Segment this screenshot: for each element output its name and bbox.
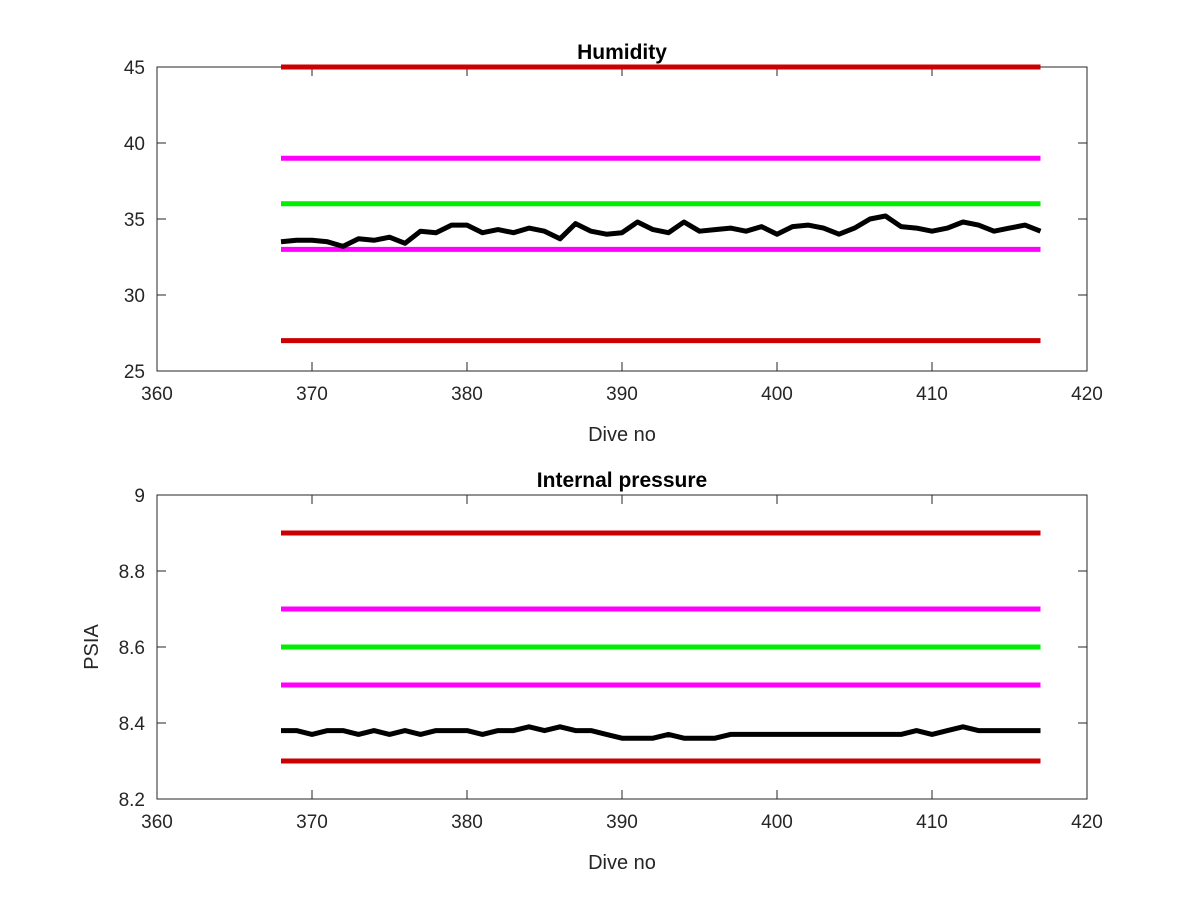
x-tick-label: 380 bbox=[451, 812, 483, 833]
y-tick-label: 40 bbox=[124, 134, 145, 155]
y-tick-label: 8.2 bbox=[119, 790, 145, 811]
y-tick-label: 8.8 bbox=[119, 562, 145, 583]
x-tick-label: 360 bbox=[141, 812, 173, 833]
x-tick-label: 400 bbox=[761, 812, 793, 833]
chart-panel-1: 360 370 380 390 400 410 420 8.2 8.4 8.6 8.8 9 Intern… bbox=[81, 469, 1103, 874]
chart-panel-0: 360 370 380 390 400 410 420 25 30 35 40 45 Humidity D… bbox=[124, 41, 1103, 446]
y-tick-label: 8.6 bbox=[119, 638, 145, 659]
x-tick-label: 390 bbox=[606, 812, 638, 833]
y-tick-label: 25 bbox=[124, 362, 145, 383]
y-axis-label: PSIA bbox=[81, 624, 103, 670]
x-tick-label: 390 bbox=[606, 384, 638, 405]
y-tick-label: 8.4 bbox=[119, 714, 146, 735]
x-tick-label: 400 bbox=[761, 384, 793, 405]
x-tick-label: 420 bbox=[1071, 812, 1103, 833]
y-tick-label: 35 bbox=[124, 210, 145, 231]
plot-area bbox=[156, 66, 1088, 372]
x-tick-label: 410 bbox=[916, 384, 948, 405]
x-tick-label: 370 bbox=[296, 384, 328, 405]
series-line-5 bbox=[280, 213, 1042, 249]
x-tick-label: 420 bbox=[1071, 384, 1103, 405]
y-tick-label: 30 bbox=[124, 286, 145, 307]
y-tick-label: 9 bbox=[134, 486, 145, 507]
x-tick-label: 410 bbox=[916, 812, 948, 833]
x-tick-label: 380 bbox=[451, 384, 483, 405]
x-axis-label: Dive no bbox=[588, 424, 656, 446]
y-tick-label: 45 bbox=[124, 58, 145, 79]
chart-title: Internal pressure bbox=[537, 469, 707, 492]
x-tick-label: 370 bbox=[296, 812, 328, 833]
chart-title: Humidity bbox=[577, 41, 667, 64]
x-axis-label: Dive no bbox=[588, 852, 656, 874]
series-line-5 bbox=[281, 724, 1041, 741]
x-tick-label: 360 bbox=[141, 384, 173, 405]
